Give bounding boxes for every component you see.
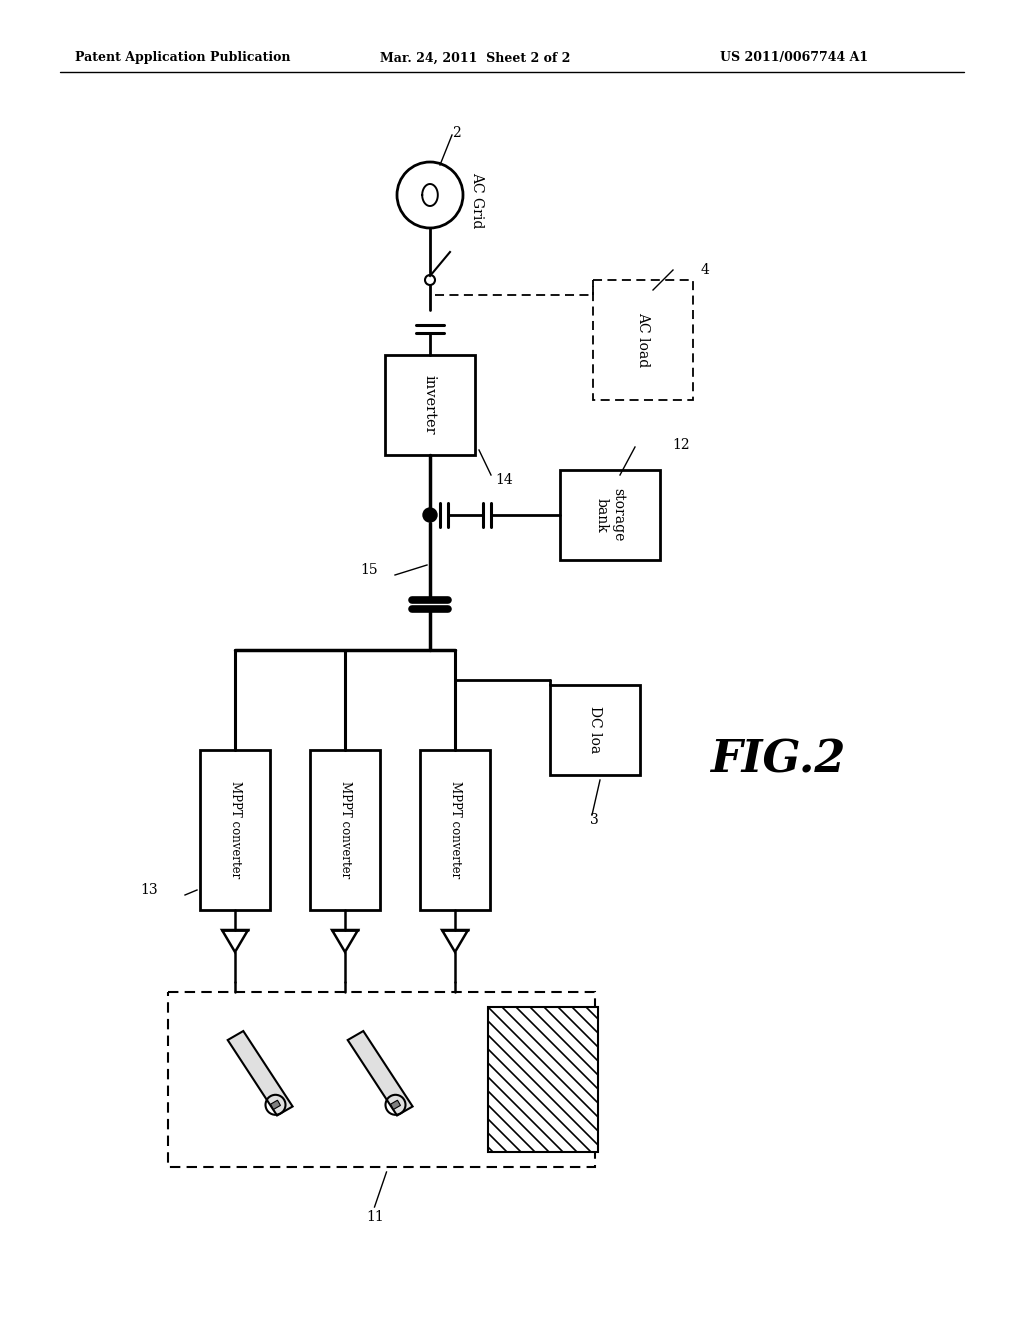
Bar [168,993,595,1167]
Bar [385,355,475,455]
Text: storage
bank: storage bank [595,488,625,541]
Text: 14: 14 [495,473,513,487]
Polygon shape [390,1100,400,1109]
Text: MPPT converter: MPPT converter [339,781,351,879]
Text: MPPT converter: MPPT converter [228,781,242,879]
Text: inverter: inverter [423,375,437,434]
Polygon shape [227,1031,293,1115]
Text: 4: 4 [701,263,710,277]
Text: AC Grid: AC Grid [470,172,484,228]
Text: AC load: AC load [636,313,650,368]
Text: 12: 12 [672,438,689,451]
Polygon shape [270,1100,281,1109]
Text: Patent Application Publication: Patent Application Publication [75,51,291,65]
Text: FIG.2: FIG.2 [710,738,846,781]
Text: 2: 2 [452,125,461,140]
Text: 13: 13 [140,883,158,898]
Text: DC loa: DC loa [588,706,602,754]
Text: US 2011/0067744 A1: US 2011/0067744 A1 [720,51,868,65]
Text: 15: 15 [360,564,378,577]
Text: 11: 11 [367,1210,384,1224]
Circle shape [423,508,437,521]
Polygon shape [348,1031,413,1115]
Bar [560,470,660,560]
Bar [420,750,490,909]
Text: MPPT converter: MPPT converter [449,781,462,879]
Bar [593,280,693,400]
Bar [200,750,270,909]
Bar [488,1007,598,1152]
Bar [550,685,640,775]
Text: 3: 3 [590,813,599,828]
Text: Mar. 24, 2011  Sheet 2 of 2: Mar. 24, 2011 Sheet 2 of 2 [380,51,570,65]
Bar [310,750,380,909]
